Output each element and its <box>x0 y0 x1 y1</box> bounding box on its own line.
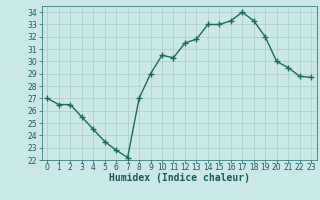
X-axis label: Humidex (Indice chaleur): Humidex (Indice chaleur) <box>109 173 250 183</box>
